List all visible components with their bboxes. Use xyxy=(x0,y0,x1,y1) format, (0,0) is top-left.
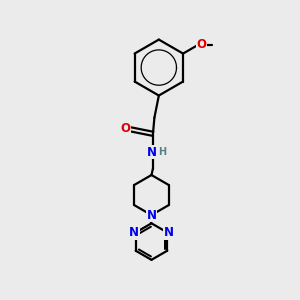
Text: N: N xyxy=(129,226,139,239)
Text: O: O xyxy=(196,38,206,51)
Text: O: O xyxy=(121,122,130,135)
Text: N: N xyxy=(146,208,157,222)
Text: N: N xyxy=(147,146,158,159)
Text: H: H xyxy=(159,147,167,158)
Text: N: N xyxy=(164,226,174,239)
